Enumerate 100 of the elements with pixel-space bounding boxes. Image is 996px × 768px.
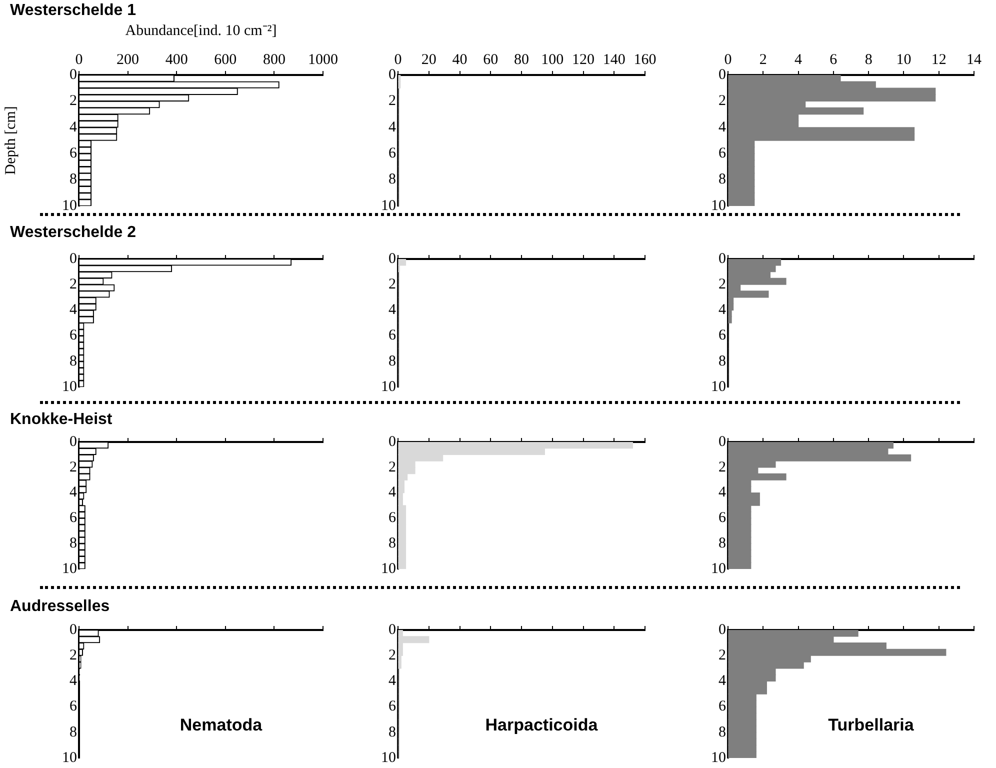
y-tick-label: 0: [718, 622, 726, 638]
y-tick-label: 8: [388, 353, 396, 370]
y-tick-label: 0: [388, 66, 396, 83]
y-tick-label: 4: [70, 119, 78, 136]
annotation: Turbellaria: [828, 716, 914, 735]
y-tick-label: 4: [70, 673, 78, 690]
y-tick-label: 6: [718, 328, 726, 344]
x-tick-label: 600: [214, 52, 237, 68]
y-tick-label: 0: [718, 434, 726, 450]
y-tick-label: 8: [70, 353, 77, 370]
y-tick-label: 6: [70, 510, 78, 526]
y-tick-label: 10: [62, 560, 77, 577]
x-tick-label: 1000: [308, 52, 338, 68]
y-tick-label: 2: [388, 648, 396, 664]
y-tick-label: 8: [388, 172, 396, 188]
y-tick-label: 2: [718, 459, 726, 476]
y-tick-label: 4: [718, 302, 726, 318]
y-tick-label: 4: [718, 484, 726, 501]
y-tick-label: 10: [62, 198, 77, 214]
y-tick-label: 6: [388, 698, 396, 715]
y-tick-label: 10: [62, 750, 77, 766]
y-tick-label: 2: [388, 93, 396, 110]
y-tick-label: 4: [388, 484, 396, 501]
x-tick-label: 40: [452, 52, 468, 68]
x-tick-label: 20: [421, 52, 436, 68]
y-tick-label: 8: [70, 536, 77, 552]
y-tick-label: 0: [388, 622, 396, 638]
y-tick-label: 4: [70, 302, 78, 318]
y-tick-label: 8: [718, 536, 726, 552]
x-tick-label: 2: [759, 52, 767, 68]
x-tick-label: 140: [602, 52, 626, 68]
x-tick-label: 100: [541, 52, 564, 68]
x-tick-label: 14: [966, 52, 982, 68]
x-tick-label: 120: [572, 52, 594, 68]
y-tick-label: 6: [70, 146, 78, 162]
y-tick-label: 2: [718, 93, 726, 110]
y-tick-label: 8: [718, 724, 726, 740]
annotation: Nematoda: [180, 716, 263, 735]
y-tick-label: 2: [388, 276, 396, 293]
y-tick-label: 8: [718, 172, 726, 188]
y-tick-label: 0: [718, 250, 726, 267]
x-tick-label: 8: [864, 52, 872, 68]
y-tick-label: 8: [70, 172, 77, 188]
y-tick-label: 2: [70, 276, 77, 293]
y-tick-label: 6: [388, 510, 396, 526]
y-tick-label: 8: [718, 353, 726, 370]
y-tick-label: 6: [718, 146, 726, 162]
y-tick-label: 4: [718, 673, 726, 690]
y-axis-title: Depth [cm]: [2, 106, 19, 175]
y-tick-label: 8: [388, 724, 396, 740]
y-tick-label: 0: [388, 434, 396, 450]
x-tick-label: 4: [794, 52, 803, 68]
y-tick-label: 4: [388, 119, 396, 136]
y-tick-label: 4: [388, 302, 396, 318]
y-tick-label: 6: [70, 698, 78, 715]
y-tick-label: 6: [718, 698, 726, 715]
y-tick-label: 2: [70, 459, 77, 476]
y-tick-label: 0: [718, 66, 726, 83]
x-tick-label: 160: [634, 52, 656, 68]
x-tick-label: 200: [116, 52, 140, 68]
chart-title: Audresselles: [10, 598, 110, 616]
x-tick-label: 800: [262, 52, 286, 68]
chart-title: Knokke-Heist: [10, 411, 112, 429]
chart-title: Westerschelde 2: [10, 224, 136, 242]
y-tick-label: 10: [711, 378, 726, 395]
y-tick-label: 6: [388, 146, 396, 162]
y-tick-label: 0: [70, 66, 77, 83]
x-tick-label: 6: [830, 52, 838, 68]
y-tick-label: 10: [711, 560, 726, 577]
y-tick-label: 0: [388, 250, 396, 267]
y-tick-label: 4: [718, 119, 726, 136]
annotation: Harpacticoida: [485, 716, 598, 735]
y-tick-label: 10: [381, 378, 396, 395]
y-tick-label: 6: [388, 328, 396, 344]
x-tick-label: 400: [165, 52, 188, 68]
y-tick-label: 4: [388, 673, 396, 690]
x-tick-label: 80: [514, 52, 529, 68]
y-tick-label: 10: [62, 378, 77, 395]
y-tick-label: 8: [388, 536, 396, 552]
y-tick-label: 10: [711, 198, 726, 214]
y-tick-label: 0: [70, 622, 77, 638]
y-tick-label: 2: [70, 648, 77, 664]
x-tick-label: 12: [931, 52, 946, 68]
y-tick-label: 2: [718, 648, 726, 664]
y-tick-label: 2: [388, 459, 396, 476]
y-tick-label: 0: [70, 250, 77, 267]
y-tick-label: 6: [70, 328, 78, 344]
y-tick-label: 10: [711, 750, 726, 766]
x-tick-label: 60: [483, 52, 498, 68]
y-tick-label: 8: [70, 724, 77, 740]
y-tick-label: 0: [70, 434, 77, 450]
y-tick-label: 2: [70, 93, 77, 110]
chart-title: Westerschelde 1: [10, 2, 136, 20]
y-tick-label: 10: [381, 198, 396, 214]
x-tick-label: 10: [896, 52, 912, 68]
y-tick-label: 6: [718, 510, 726, 526]
y-tick-label: 2: [718, 276, 726, 293]
y-tick-label: 10: [381, 750, 396, 766]
y-tick-label: 4: [70, 484, 78, 501]
x-axis-title: Abundance[ind. 10 cm⁻²]: [125, 22, 277, 39]
